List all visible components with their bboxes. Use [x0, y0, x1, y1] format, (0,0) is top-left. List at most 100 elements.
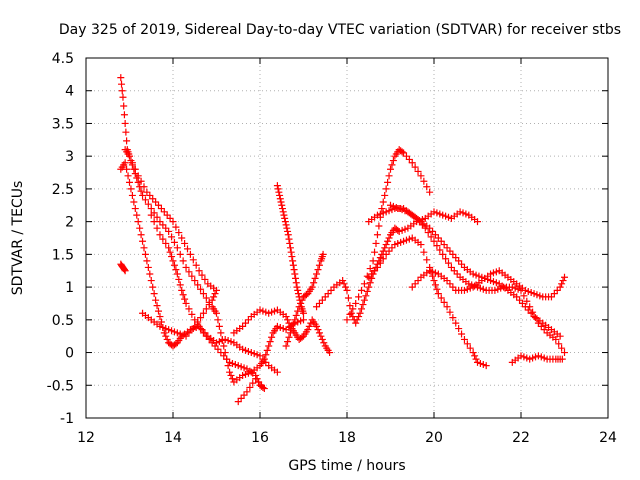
data-point: [263, 346, 271, 354]
data-point: [319, 250, 327, 258]
data-point: [208, 296, 216, 304]
data-point: [363, 272, 371, 280]
data-point: [532, 314, 539, 322]
data-point: [363, 287, 371, 295]
data-point: [175, 275, 183, 283]
data-point: [285, 235, 293, 243]
data-point: [292, 279, 300, 287]
data-point: [293, 283, 301, 291]
data-point: [273, 182, 281, 190]
data-point: [347, 309, 355, 317]
data-point: [146, 270, 154, 278]
data-point: [297, 299, 305, 307]
data-point: [153, 302, 161, 310]
data-point: [556, 283, 564, 291]
data-point: [436, 246, 444, 254]
data-point: [181, 239, 189, 247]
data-point: [289, 261, 297, 269]
y-tick-label: 3: [65, 149, 74, 165]
data-point: [286, 244, 294, 252]
data-point: [128, 191, 136, 199]
data-point: [153, 213, 161, 221]
data-point: [555, 340, 563, 348]
data-point: [469, 349, 477, 357]
data-point: [194, 281, 202, 289]
data-point: [224, 362, 232, 370]
data-point: [358, 305, 365, 313]
data-point: [283, 224, 291, 232]
data-point: [388, 161, 396, 169]
data-point: [342, 283, 350, 291]
data-point: [179, 257, 187, 265]
data-point: [185, 268, 193, 276]
data-point: [314, 266, 322, 274]
data-point: [202, 305, 210, 313]
series-pass-10: [343, 146, 434, 324]
data-point: [349, 305, 357, 313]
series-pass-15: [508, 352, 566, 366]
data-point: [147, 211, 155, 219]
data-point: [408, 159, 416, 167]
data-points: [117, 74, 568, 406]
data-point: [124, 172, 132, 180]
data-point: [294, 290, 302, 298]
data-point: [353, 316, 361, 324]
data-point: [277, 198, 285, 206]
data-point: [343, 286, 351, 294]
data-point: [414, 167, 422, 175]
data-point: [430, 237, 438, 245]
data-point: [184, 245, 191, 253]
data-point: [197, 325, 205, 333]
data-point: [137, 177, 145, 185]
data-point: [423, 256, 431, 264]
x-tick-label: 24: [599, 430, 617, 446]
data-point: [358, 286, 365, 294]
series-pass-12: [387, 201, 568, 357]
data-point: [252, 375, 260, 383]
data-point: [211, 290, 219, 298]
data-point: [411, 163, 419, 171]
data-point: [289, 320, 297, 328]
data-point: [379, 255, 387, 263]
data-point: [118, 87, 126, 95]
data-point: [162, 239, 170, 247]
y-tick-label: 3.5: [52, 116, 74, 132]
grid-lines: [86, 58, 608, 418]
data-point: [294, 307, 302, 315]
data-point: [140, 244, 148, 252]
series-pass-5: [117, 260, 129, 275]
series-pass-8: [282, 250, 327, 350]
data-point: [373, 263, 381, 271]
data-point: [284, 316, 292, 324]
data-point: [421, 224, 429, 232]
data-point: [205, 301, 213, 309]
data-point: [340, 280, 348, 288]
data-point: [559, 277, 567, 285]
y-tick-label: 4.5: [52, 51, 74, 67]
data-point: [197, 285, 205, 293]
data-point: [556, 332, 564, 340]
data-point: [446, 308, 454, 316]
data-point: [313, 270, 321, 278]
data-point: [463, 340, 471, 348]
data-point: [417, 172, 425, 180]
data-point: [389, 157, 397, 165]
data-point: [423, 183, 431, 191]
data-point: [398, 148, 406, 156]
data-point: [147, 277, 155, 285]
y-tick-label: 0: [65, 346, 74, 362]
data-point: [417, 241, 425, 249]
data-point: [162, 332, 170, 340]
data-point: [381, 244, 389, 252]
data-point: [131, 205, 139, 213]
data-point: [472, 355, 480, 363]
data-point: [314, 326, 322, 334]
data-point: [220, 342, 228, 350]
data-point: [285, 333, 293, 341]
data-point: [359, 301, 367, 309]
data-point: [149, 283, 157, 291]
data-point: [310, 279, 318, 287]
data-point: [139, 237, 147, 245]
data-point: [443, 303, 451, 311]
